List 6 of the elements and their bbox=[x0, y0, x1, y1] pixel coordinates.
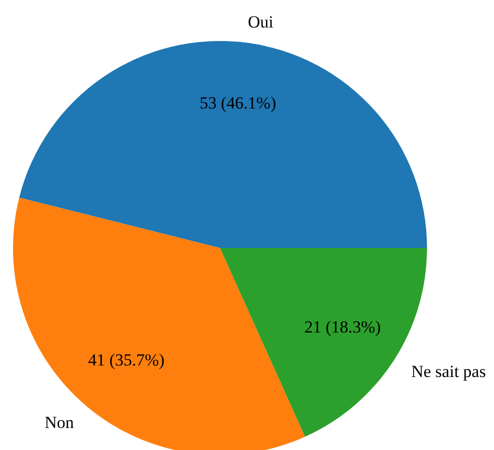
data-label: 53 (46.1%) bbox=[200, 94, 276, 113]
data-label: 41 (35.7%) bbox=[88, 350, 165, 370]
slice-label: Oui bbox=[248, 12, 274, 32]
slice-label: Non bbox=[44, 413, 74, 432]
data-label: 21 (18.3%) bbox=[304, 318, 381, 337]
slice-label: Ne sait pas bbox=[411, 362, 486, 382]
